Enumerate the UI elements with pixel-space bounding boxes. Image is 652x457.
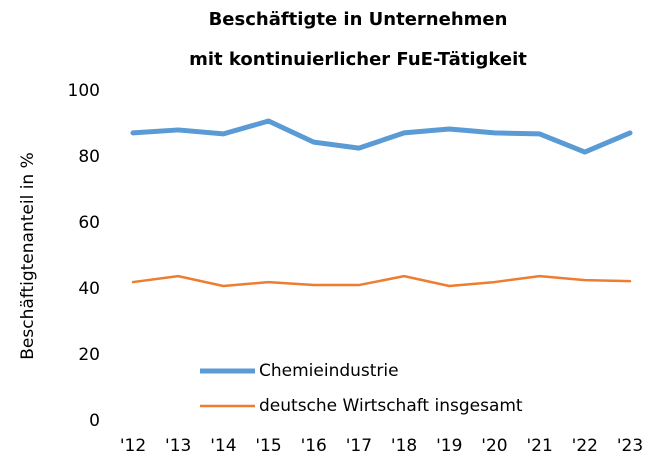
x-tick-label: '18 xyxy=(391,436,417,456)
y-tick-label: 80 xyxy=(78,147,100,167)
x-tick-label: '22 xyxy=(572,436,598,456)
y-tick-label: 0 xyxy=(89,411,100,431)
x-tick-label: '13 xyxy=(165,436,191,456)
legend-label: Chemieindustrie xyxy=(259,361,399,381)
chart-title: Beschäftigte in Unternehmen xyxy=(209,9,508,30)
y-tick-label: 20 xyxy=(78,345,100,365)
x-tick-label: '21 xyxy=(526,436,552,456)
x-tick-label: '17 xyxy=(346,436,372,456)
x-tick-label: '14 xyxy=(210,436,236,456)
series-line xyxy=(131,274,632,288)
x-tick-label: '12 xyxy=(120,436,146,456)
y-tick-label: 100 xyxy=(68,81,100,101)
chart-title: mit kontinuierlicher FuE-Tätigkeit xyxy=(189,49,527,70)
x-tick-label: '19 xyxy=(436,436,462,456)
x-tick-label: '16 xyxy=(301,436,327,456)
y-tick-label: 40 xyxy=(78,279,100,299)
y-tick-label: 60 xyxy=(78,213,100,233)
x-tick-label: '23 xyxy=(617,436,643,456)
x-tick-label: '15 xyxy=(255,436,281,456)
x-tick-label: '20 xyxy=(481,436,507,456)
series-line xyxy=(130,118,633,155)
legend-label: deutsche Wirtschaft insgesamt xyxy=(259,396,523,416)
y-axis-label: Beschäftigtenanteil in % xyxy=(18,152,38,360)
